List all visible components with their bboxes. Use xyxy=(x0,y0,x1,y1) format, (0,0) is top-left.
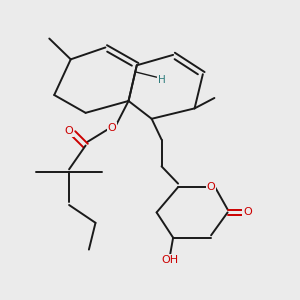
Text: O: O xyxy=(108,123,116,133)
Text: O: O xyxy=(207,182,215,192)
Text: OH: OH xyxy=(161,255,178,265)
Text: H: H xyxy=(158,75,165,85)
Text: O: O xyxy=(243,207,252,218)
Text: O: O xyxy=(65,126,74,136)
